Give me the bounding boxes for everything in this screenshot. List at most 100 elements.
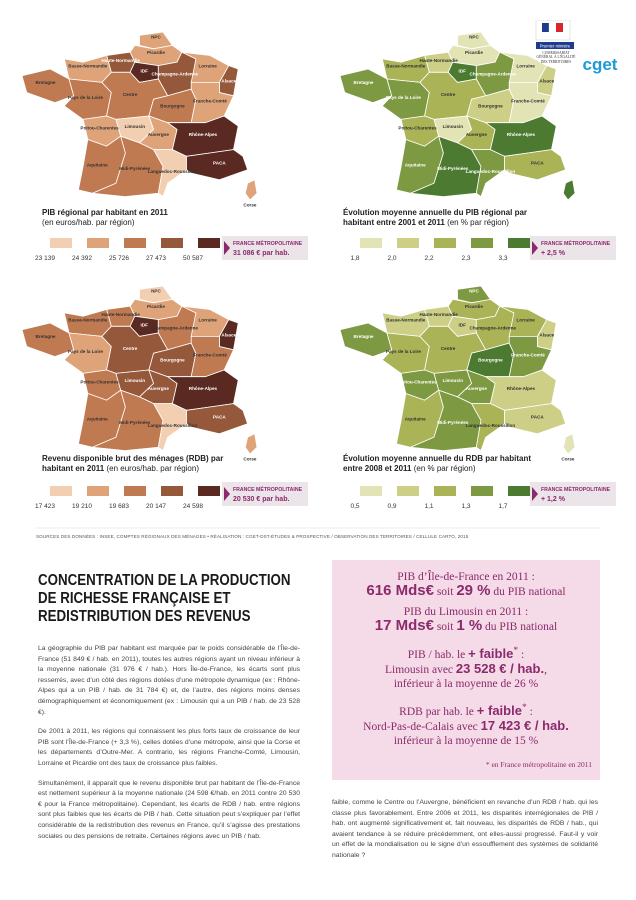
hl-text: Limousin avec (385, 663, 456, 676)
region-label: Corse (243, 457, 256, 462)
reference-box (222, 482, 308, 506)
legend-label: 2,2 (424, 255, 433, 262)
region-label: Corse (561, 457, 574, 462)
agency: COMMISSARIAT GÉNÉRAL À L'ÉGALITÉ DES TER… (536, 51, 576, 64)
map-unit: (en euros/hab. par région) (42, 218, 135, 227)
region-label: IDF (458, 68, 466, 73)
reference-box (530, 236, 616, 260)
map-caption: Évolution moyenne annuelle du PIB région… (343, 208, 553, 228)
hl-text: , (544, 663, 547, 676)
legend-swatch (471, 486, 493, 496)
region-label: Auvergne (466, 132, 488, 137)
map-unit: (en % par région) (447, 218, 509, 227)
hl-figure: + faible (468, 645, 514, 661)
region-label: Rhône-Alpes (189, 386, 218, 391)
region-label: Basse-Normandie (68, 63, 108, 68)
region (339, 322, 393, 358)
region-label: Poitou-Charentes (80, 125, 119, 130)
region-label: Franche-Comté (511, 99, 545, 104)
hl-line: PIB d’Île-de-France en 2011 : (332, 570, 600, 584)
region-label: Lorraine (198, 317, 217, 322)
logo: Premier ministre COMMISSARIAT GÉNÉRAL À … (535, 20, 618, 74)
region (21, 68, 75, 104)
reference-arrow (532, 487, 538, 501)
region-label: Alsace (539, 78, 554, 83)
region-label: Alsace (539, 332, 554, 337)
hl-text: * (521, 701, 527, 713)
hl-figure: 17 423 € / hab. (480, 717, 569, 733)
region (190, 82, 235, 124)
reference-value: + 1,2 % (541, 496, 566, 503)
article-left: La géographie du PIB par habitant est ma… (38, 644, 300, 851)
reference-label: FRANCE MÉTROPOLITAINE (541, 485, 611, 493)
hl-line: 17 Mds€ soit 1 % du PIB national (332, 618, 600, 634)
map-title: Évolution moyenne annuelle du PIB région… (343, 208, 528, 227)
region-label: Corse (561, 203, 574, 208)
region (152, 149, 187, 198)
hl-text: inférieur à la moyenne de 15 % (393, 734, 539, 747)
region-label: Aquitaine (405, 416, 426, 421)
region-label: Midi-Pyrénées (119, 166, 151, 171)
region-label: Picardie (147, 304, 165, 309)
region-label: Poitou-Charentes (398, 125, 437, 130)
region-label: Centre (441, 92, 456, 97)
hl-line: Nord-Pas-de-Calais avec 17 423 € / hab. (332, 717, 600, 734)
region (186, 403, 249, 435)
region (186, 149, 249, 181)
region-label: IDF (458, 322, 466, 327)
legend-label: 17 423 (35, 503, 55, 510)
region (504, 149, 567, 181)
region-label: Haute-Normandie (420, 312, 459, 317)
region (508, 82, 553, 124)
region (408, 389, 482, 452)
region-label: Picardie (465, 304, 483, 309)
region-label: Champagne-Ardenne (152, 72, 199, 77)
region-label: NPC (469, 35, 479, 40)
map-unit: (en % par région) (413, 464, 476, 473)
map-caption: Évolution moyenne annuelle du RDB par ha… (343, 454, 543, 474)
paragraph: faible, comme le Centre ou l’Auvergne, b… (332, 799, 598, 859)
region-label: IDF (140, 322, 148, 327)
region-label: PACA (213, 415, 226, 420)
hl-text: RDB par hab. le (399, 705, 477, 718)
hl-figure: 23 528 € / hab. (455, 660, 545, 676)
region-label: Picardie (147, 50, 165, 55)
legend-label: 0,5 (350, 503, 359, 510)
map-caption: PIB régional par habitant en 2011 (en eur… (42, 208, 282, 228)
region-label: Corse (243, 203, 256, 208)
region (244, 433, 258, 455)
reference-box (222, 236, 308, 260)
legend-label: 20 147 (146, 503, 166, 510)
flag-white (548, 22, 557, 33)
hl-line: inférieur à la moyenne de 15 % (332, 734, 600, 748)
region (562, 179, 576, 201)
region-label: NPC (469, 289, 479, 294)
region (90, 389, 164, 452)
legend-label: 19 210 (72, 503, 92, 510)
hl-text: * (513, 645, 519, 656)
region-label: Limousin (125, 378, 146, 383)
ministry: Premier ministre (540, 43, 571, 48)
legend-label: 2,3 (461, 255, 470, 262)
legend-label: 27 473 (146, 255, 166, 262)
legend-swatch (434, 238, 456, 248)
map: NPC Picardie Haute-NormandieBasse-Normandi… (21, 31, 308, 262)
region-label: Bretagne (36, 334, 56, 339)
region-label: Haute-Normandie (420, 58, 459, 63)
legend-swatch (397, 238, 419, 248)
region-label: Aquitaine (87, 162, 108, 167)
region (152, 403, 187, 452)
region-label: NPC (151, 35, 161, 40)
map-caption: Revenu disponible brut des ménages (RDB)… (42, 454, 247, 474)
legend-swatch (198, 238, 220, 248)
article-right: faible, comme le Centre ou l’Auvergne, b… (332, 798, 598, 871)
region-label: Poitou-Charentes (80, 379, 119, 384)
region-label: Pays de la Loire (386, 349, 421, 354)
reference-box (530, 482, 616, 506)
reference-arrow (224, 487, 230, 501)
region-label: Midi-Pyrénées (437, 420, 469, 425)
hl-text: soit (433, 621, 457, 633)
legend-label: 24 598 (183, 503, 203, 510)
map: NPC Picardie Haute-NormandieBasse-Normandi… (21, 285, 308, 510)
